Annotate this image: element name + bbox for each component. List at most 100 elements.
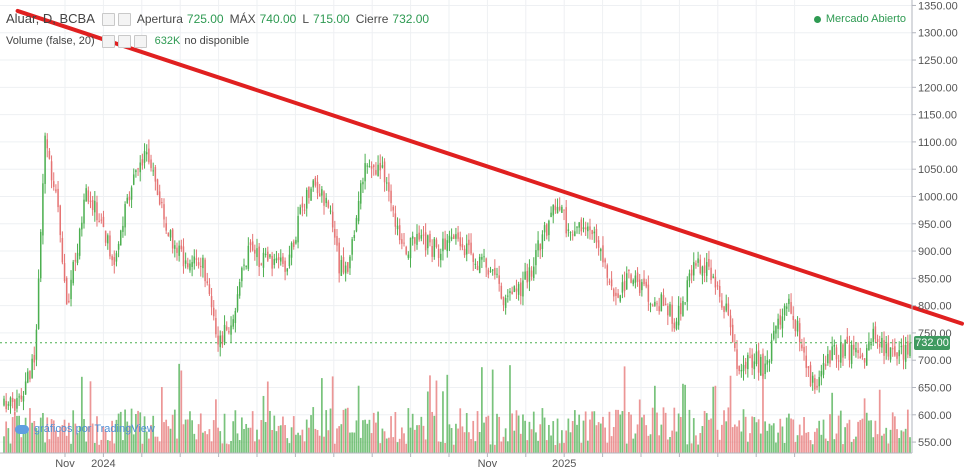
candle-body [848, 344, 851, 361]
candle-body [314, 177, 317, 186]
volume-label[interactable]: Volume (false, 20) [6, 35, 95, 47]
candle-body [481, 257, 483, 260]
candle-body [83, 199, 85, 224]
volume-bar [364, 419, 366, 453]
visibility-icon[interactable] [117, 34, 131, 48]
volume-bar [716, 429, 719, 453]
candle-body [731, 324, 734, 343]
candle-body [526, 271, 529, 283]
candle-body [377, 164, 379, 177]
candle-body [850, 344, 853, 364]
visibility-icon[interactable] [117, 12, 131, 26]
candle-body [645, 281, 647, 287]
candle-body [673, 322, 676, 329]
volume-bar [770, 425, 773, 453]
candle-body [202, 257, 204, 269]
volume-bar [366, 423, 369, 453]
candle-body [615, 292, 617, 296]
candle-body [675, 321, 678, 330]
candle-body [312, 180, 314, 188]
volume-bar [790, 418, 792, 453]
candle-body [11, 397, 14, 402]
volume-bar [731, 427, 734, 453]
settings-icon[interactable] [101, 34, 115, 48]
volume-bar [124, 409, 126, 453]
volume-bar [52, 420, 55, 453]
volume-bar [807, 432, 810, 453]
volume-bar [783, 442, 786, 453]
volume-bar [811, 444, 814, 453]
volume-bar [874, 420, 877, 453]
volume-bar [900, 430, 903, 453]
volume-bar [753, 417, 756, 453]
candle-body [435, 239, 438, 248]
candle-body [27, 371, 29, 383]
price-tick-label: 850.00 [918, 273, 952, 285]
volume-bar [813, 431, 816, 453]
candle-body [638, 279, 641, 294]
candle-body [779, 315, 782, 325]
candle-body [857, 350, 859, 353]
volume-bar [208, 429, 211, 453]
candle-body [91, 200, 94, 210]
candle-body [742, 364, 745, 372]
price-tick-label: 1050.00 [918, 164, 958, 176]
close-icon[interactable] [133, 34, 147, 48]
volume-bar [504, 428, 507, 453]
volume-bar [100, 439, 103, 453]
volume-bar [109, 440, 111, 453]
settings-icon[interactable] [101, 12, 115, 26]
volume-bar [498, 416, 501, 453]
candle-body [900, 346, 903, 348]
volume-bar [723, 410, 725, 453]
candle-body [310, 188, 312, 201]
volume-bar [885, 427, 888, 453]
volume-bar [128, 425, 131, 453]
volume-bar [243, 428, 245, 453]
candle-body [792, 316, 794, 321]
candle-body [236, 294, 239, 311]
time-axis[interactable]: Nov 2024 Nov 2025 [0, 452, 912, 470]
volume-bar [740, 431, 743, 453]
candle-body [474, 263, 477, 265]
price-tick-label: 1000.00 [918, 191, 958, 203]
candle-body [318, 193, 321, 197]
candle-body [608, 281, 611, 283]
candle-body [872, 328, 874, 342]
candle-body [171, 229, 174, 249]
candle-body [734, 343, 736, 348]
candle-body [773, 330, 775, 339]
chart-grid [0, 0, 912, 453]
volume-bar [649, 434, 652, 453]
candle-body [401, 239, 403, 244]
brand-text[interactable]: gráficos por TradingView [34, 423, 155, 435]
candle-body [22, 395, 25, 402]
candle-body [98, 220, 100, 223]
trendline[interactable] [15, 8, 964, 326]
candle-body [891, 348, 894, 350]
candle-body [165, 223, 167, 231]
symbol-label[interactable]: Aluar, D, BCBA [6, 11, 95, 26]
volume-bar [762, 373, 764, 453]
candle-body [206, 281, 209, 284]
volume-bar [742, 409, 745, 453]
volume-bar [219, 431, 222, 453]
price-axis[interactable]: 550.00600.00650.00700.00750.00800.00850.… [911, 0, 958, 453]
volume-bar [623, 366, 626, 453]
candle-body [372, 165, 375, 168]
volume-bar [316, 430, 319, 453]
volume-bar [889, 429, 892, 453]
candle-body [52, 181, 55, 187]
candle-body [669, 304, 671, 316]
price-tick-label: 1100.00 [918, 137, 957, 149]
volume-bar [318, 435, 321, 453]
volume-bar [666, 439, 669, 453]
volume-bar [279, 425, 282, 453]
candle-body [874, 326, 877, 340]
tradingview-brand[interactable]: gráficos por TradingView [15, 423, 155, 435]
candle-body [284, 260, 286, 272]
candle-body [550, 212, 552, 218]
volume-bar [264, 421, 267, 453]
candle-body [489, 270, 492, 272]
